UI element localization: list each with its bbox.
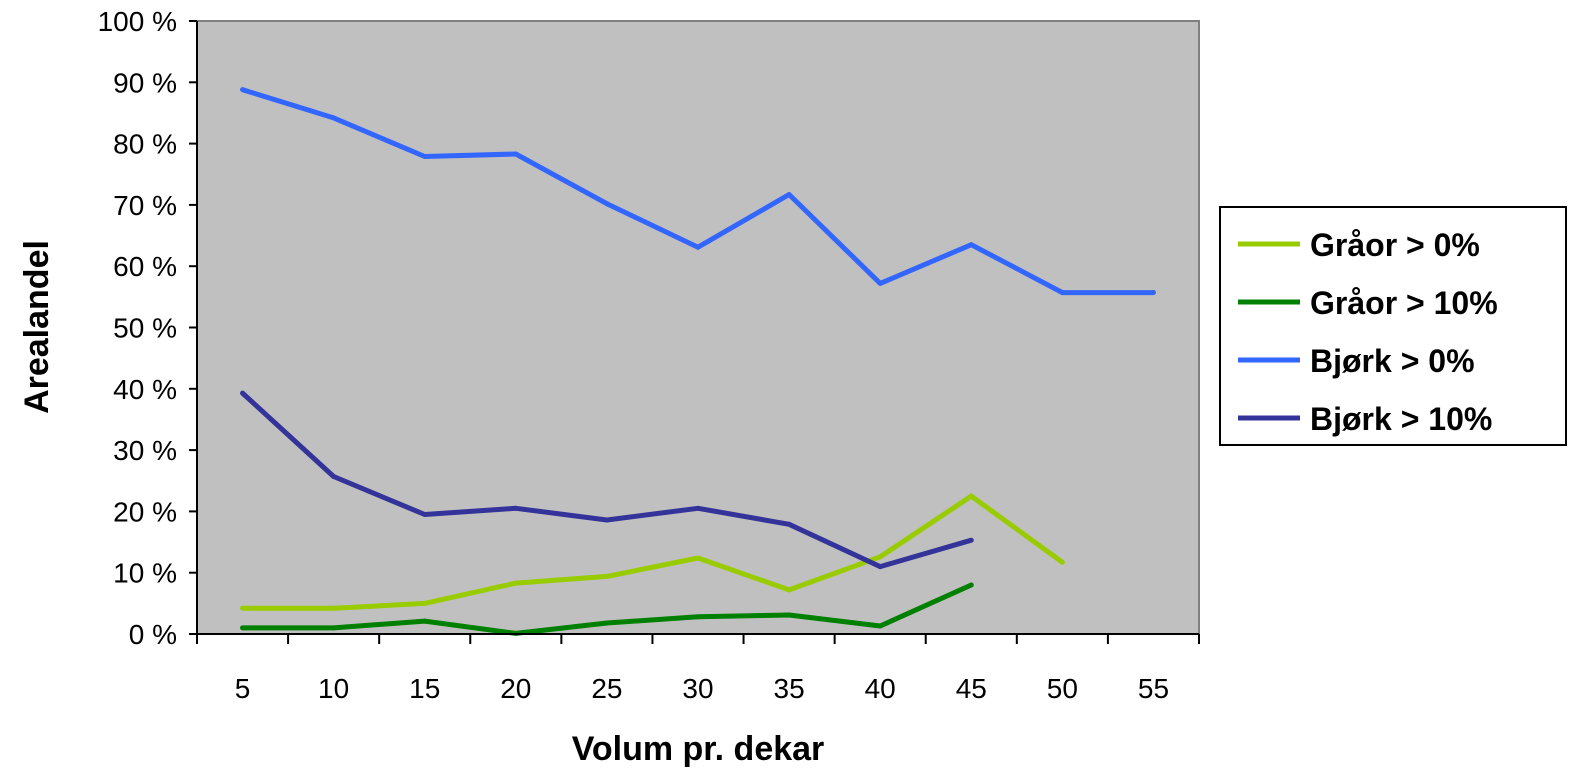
data-point — [513, 151, 519, 157]
data-point — [695, 244, 701, 250]
data-point — [240, 87, 246, 93]
x-tick-label: 25 — [591, 673, 622, 704]
data-point — [422, 600, 428, 606]
data-point — [1059, 559, 1065, 565]
data-point — [695, 555, 701, 561]
data-point — [968, 242, 974, 248]
y-axis-ticks: 0 % 10 % 20 % 30 % 40 % 50 % 60 % 70 % 80 % 90 % 1… — [98, 6, 197, 650]
data-point — [786, 587, 792, 593]
data-point — [331, 625, 337, 631]
y-tick-label: 60 % — [113, 251, 177, 282]
data-point — [1150, 290, 1156, 296]
data-point — [513, 505, 519, 511]
data-point — [1059, 290, 1065, 296]
x-tick-label: 5 — [235, 673, 251, 704]
data-point — [786, 612, 792, 618]
data-point — [786, 521, 792, 527]
y-tick-label: 10 % — [113, 558, 177, 589]
data-point — [240, 625, 246, 631]
x-tick-label: 30 — [682, 673, 713, 704]
data-point — [240, 390, 246, 396]
data-point — [968, 493, 974, 499]
y-tick-label: 20 % — [113, 496, 177, 527]
legend: Gråor > 0% Gråor > 10% Bjørk > 0% Bjørk > 1… — [1219, 206, 1567, 446]
y-tick-label: 30 % — [113, 435, 177, 466]
data-point — [877, 564, 883, 570]
x-tick-label: 10 — [318, 673, 349, 704]
series-lines — [240, 87, 1156, 636]
series-line-0 — [242, 493, 1064, 611]
data-point — [604, 620, 610, 626]
x-tick-label: 55 — [1138, 673, 1169, 704]
y-tick-label: 50 % — [113, 313, 177, 344]
x-tick-label: 40 — [865, 673, 896, 704]
data-point — [968, 582, 974, 588]
x-axis-title: Volum pr. dekar — [572, 730, 825, 768]
x-tick-label: 50 — [1047, 673, 1078, 704]
x-tick-label: 20 — [500, 673, 531, 704]
y-tick-label: 90 % — [113, 67, 177, 98]
data-point — [331, 473, 337, 479]
x-axis-ticks: 5 10 15 20 25 30 35 40 45 50 55 — [196, 634, 1200, 704]
y-axis-title: Arealandel — [18, 240, 56, 414]
legend-label: Gråor > 10% — [1310, 285, 1498, 321]
data-point — [604, 517, 610, 523]
data-point — [240, 605, 246, 611]
data-point — [331, 115, 337, 121]
data-point — [513, 580, 519, 586]
data-point — [968, 537, 974, 543]
plot-area — [196, 20, 1200, 635]
legend-label: Bjørk > 0% — [1310, 343, 1475, 379]
data-point — [877, 554, 883, 560]
x-tick-label: 15 — [409, 673, 440, 704]
x-tick-label: 35 — [774, 673, 805, 704]
legend-box — [1219, 206, 1567, 446]
data-point — [695, 505, 701, 511]
data-point — [422, 153, 428, 159]
data-point — [422, 511, 428, 517]
data-point — [877, 280, 883, 286]
data-point — [604, 573, 610, 579]
data-point — [604, 201, 610, 207]
data-point — [695, 614, 701, 620]
x-tick-label: 45 — [956, 673, 987, 704]
legend-label: Gråor > 0% — [1310, 227, 1480, 263]
legend-label: Bjørk > 10% — [1310, 401, 1492, 437]
data-point — [331, 605, 337, 611]
data-point — [786, 191, 792, 197]
data-point — [422, 618, 428, 624]
data-point — [877, 623, 883, 629]
y-tick-label: 100 % — [98, 6, 177, 37]
y-tick-label: 70 % — [113, 190, 177, 221]
y-tick-label: 40 % — [113, 374, 177, 405]
y-tick-label: 80 % — [113, 129, 177, 160]
y-tick-label: 0 % — [129, 619, 177, 650]
